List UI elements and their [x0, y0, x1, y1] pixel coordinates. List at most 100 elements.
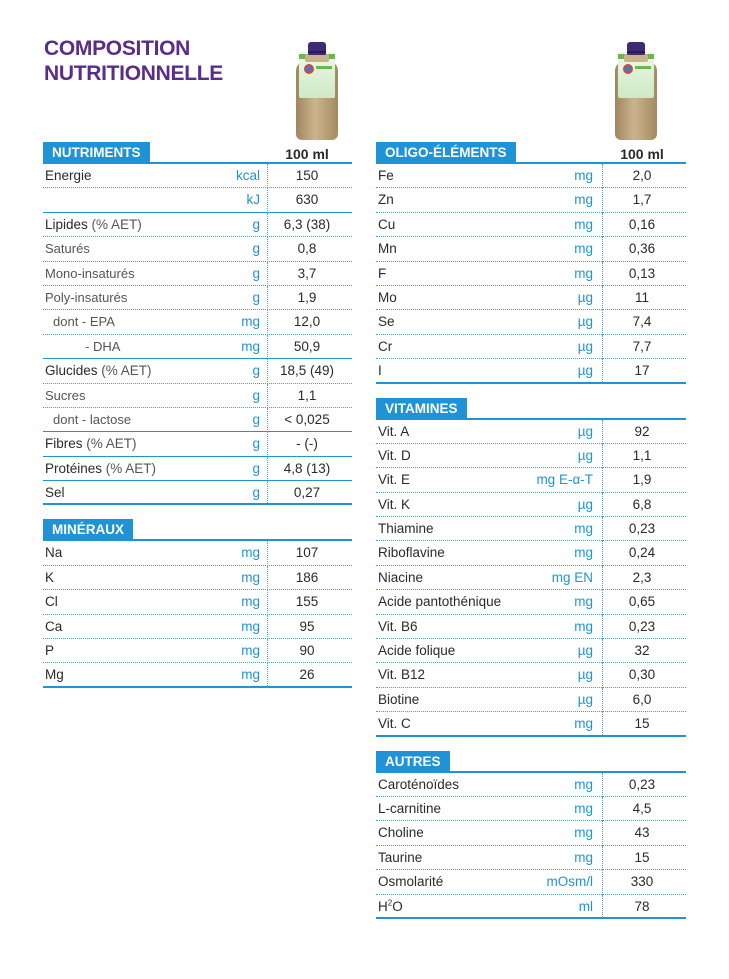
table-row: Biotine µg 6,0: [376, 687, 686, 713]
unit-label: g: [252, 265, 260, 281]
nutrient-name: Se: [378, 310, 395, 334]
nutrient-name: Biotine: [378, 688, 419, 712]
unit-label: g: [252, 411, 260, 427]
column-divider: [267, 639, 268, 664]
column-divider: [602, 541, 603, 566]
column-divider: [602, 359, 603, 384]
nutrient-name-suffix: (% AET): [102, 460, 157, 476]
table-row: Cl mg 155: [43, 590, 352, 615]
column-divider: [602, 261, 603, 286]
nutrient-name: H2O: [378, 895, 403, 919]
nutrient-name: Mono-insaturés: [45, 262, 135, 286]
column-divider: [267, 310, 268, 335]
column-divider: [602, 285, 603, 311]
nutrient-name-text: P: [45, 643, 55, 659]
column-divider: [602, 845, 603, 871]
nutrient-name: - DHA: [85, 335, 120, 359]
nutrient-name: Acide folique: [378, 639, 455, 663]
nutrient-name: Cl: [45, 590, 58, 614]
value-100ml: 50,9: [293, 338, 321, 354]
nutrient-name-text: Energie: [45, 168, 92, 183]
unit-label: mg: [574, 168, 593, 183]
table-row: Acide pantothénique mg 0,65: [376, 590, 686, 615]
value-100ml: 1,1: [632, 447, 652, 463]
value-100ml: < 0,025: [284, 411, 330, 427]
unit-label: kJ: [246, 192, 261, 208]
column-divider: [602, 443, 603, 469]
value-100ml: 3,7: [297, 265, 317, 281]
unit-label: g: [252, 216, 260, 232]
unit-label: µg: [577, 363, 593, 379]
table-row: Na mg 107: [43, 541, 352, 566]
table-row: Saturés g 0,8: [43, 237, 352, 262]
table-row: Glucides (% AET) g 18,5 (49): [43, 359, 352, 384]
unit-label: mg: [241, 667, 260, 683]
nutrient-name: Mo: [378, 286, 397, 310]
column-divider: [602, 894, 603, 919]
value-100ml: 0,8: [297, 241, 317, 257]
title-line-2: NUTRITIONNELLE: [44, 62, 223, 85]
nutrient-name-text: Ca: [45, 618, 63, 634]
unit-label: mg: [574, 825, 593, 841]
column-divider: [267, 212, 268, 238]
column-divider: [267, 261, 268, 286]
nutrient-name: Thiamine: [378, 517, 434, 541]
value-100ml: 92: [634, 423, 650, 439]
nutrient-name-text: Zn: [378, 192, 394, 208]
nutrient-name: Protéines (% AET): [45, 457, 156, 481]
column-divider: [267, 383, 268, 408]
value-100ml: 43: [634, 825, 650, 841]
value-100ml: 0,23: [628, 618, 656, 634]
column-divider: [602, 796, 603, 822]
value-100ml: 4,5: [632, 800, 652, 816]
section-header: AUTRES: [376, 750, 686, 773]
nutrient-name-text: Protéines: [45, 460, 103, 476]
section-vitamines: VITAMINES Vit. A µg 92 Vit. D µg 1,1 Vit. E mg E…: [376, 397, 686, 737]
table-row: Lipides (% AET) g 6,3 (38): [43, 212, 352, 238]
unit-label: mg: [241, 314, 260, 330]
value-100ml: 18,5 (49): [279, 363, 335, 379]
nutrient-name-text: Glucides: [45, 363, 98, 379]
table-row: Vit. K µg 6,8: [376, 492, 686, 518]
nutrient-name-suffix: (% AET): [97, 363, 152, 379]
nutrient-name-text: Vit. E: [378, 472, 411, 488]
nutrient-name: Vit. D: [378, 444, 411, 468]
table-row: Vit. E mg E-α-T 1,9: [376, 468, 686, 493]
column-divider: [602, 164, 603, 189]
unit-label: mg: [574, 716, 593, 732]
nutrient-name-text: dont - EPA: [53, 314, 115, 330]
table-row: Mono-insaturés g 3,7: [43, 261, 352, 286]
table-row: Mo µg 11: [376, 285, 686, 311]
column-divider: [267, 407, 268, 433]
nutrient-name-text: K: [45, 569, 55, 585]
section-title: AUTRES: [376, 750, 450, 773]
column-divider: [602, 712, 603, 737]
nutrient-name: Mn: [378, 237, 397, 261]
nutrient-name-text: Thiamine: [378, 521, 434, 537]
nutrient-name-text: Osmolarité: [378, 874, 444, 890]
value-100ml: 6,0: [632, 691, 652, 707]
section-title: NUTRIMENTS: [43, 142, 150, 164]
product-bottle-image: [615, 42, 657, 140]
nutrient-name-text: Vit. K: [378, 496, 411, 512]
value-100ml: 330: [630, 874, 654, 890]
nutrient-name: Fe: [378, 164, 394, 188]
nutrient-name: Ca: [45, 615, 62, 639]
value-100ml: 4,8 (13): [283, 460, 331, 476]
table-row: Energie kcal 150: [43, 164, 352, 189]
nutrient-name-text: Niacine: [378, 569, 424, 585]
nutrient-name: Lipides (% AET): [45, 213, 142, 237]
value-100ml: 15: [634, 716, 650, 732]
nutrient-name-text: H: [378, 898, 388, 914]
column-divider: [602, 870, 603, 895]
table-row: Sel g 0,27: [43, 481, 352, 506]
table-row: Poly-insaturés g 1,9: [43, 285, 352, 311]
table-row: Thiamine mg 0,23: [376, 517, 686, 542]
value-100ml: 15: [634, 849, 650, 865]
column-divider: [602, 821, 603, 846]
unit-label: µg: [577, 691, 593, 707]
value-100ml: 1,9: [297, 289, 317, 305]
table-row: Vit. B6 mg 0,23: [376, 614, 686, 640]
value-100ml: 11: [634, 289, 649, 305]
nutrient-name: I: [378, 359, 382, 383]
